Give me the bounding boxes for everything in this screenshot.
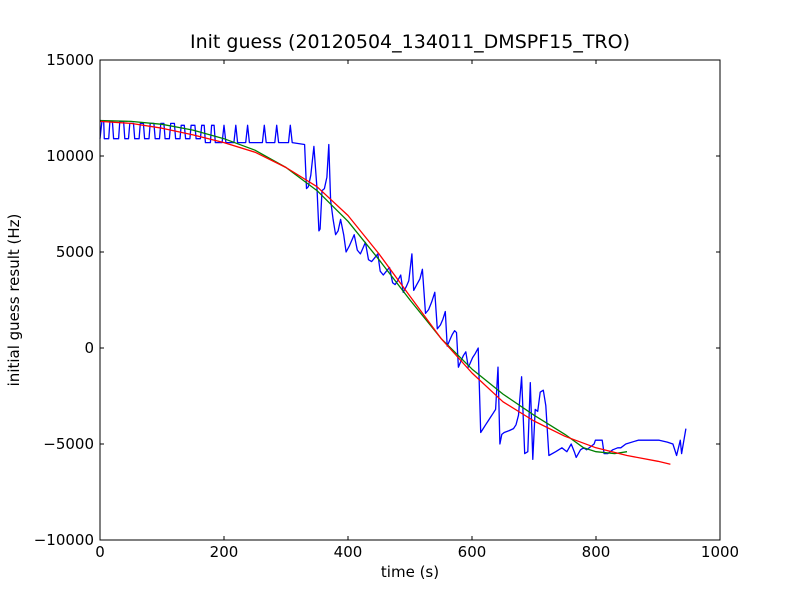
x-tick-label-0: 0 <box>95 543 105 561</box>
series-layer <box>99 119 687 465</box>
x-axis-ticks: 0 200 400 600 800 1000 <box>95 60 739 561</box>
x-tick-label-3: 600 <box>458 543 487 561</box>
series-line-3 <box>99 120 671 465</box>
y-axis-label: initial guess result (Hz) <box>5 214 23 387</box>
y-tick-label-4: 10000 <box>46 147 94 165</box>
y-tick-label-1: −5000 <box>43 435 94 453</box>
x-tick-label-1: 200 <box>210 543 239 561</box>
y-tick-label-2: 0 <box>84 339 94 357</box>
x-tick-label-5: 1000 <box>701 543 739 561</box>
x-tick-label-4: 800 <box>582 543 611 561</box>
x-axis-label: time (s) <box>381 563 439 581</box>
chart-title: Init guess (20120504_134011_DMSPF15_TRO) <box>190 31 630 53</box>
y-tick-label-5: 15000 <box>46 51 94 69</box>
y-tick-label-3: 5000 <box>56 243 94 261</box>
y-tick-label-0: −10000 <box>34 531 94 549</box>
series-line-1 <box>99 120 687 461</box>
x-tick-label-2: 400 <box>334 543 363 561</box>
plot-frame <box>99 59 721 541</box>
series-line-2 <box>99 119 628 455</box>
y-axis-ticks: −10000 −5000 0 5000 10000 15000 <box>34 51 720 549</box>
